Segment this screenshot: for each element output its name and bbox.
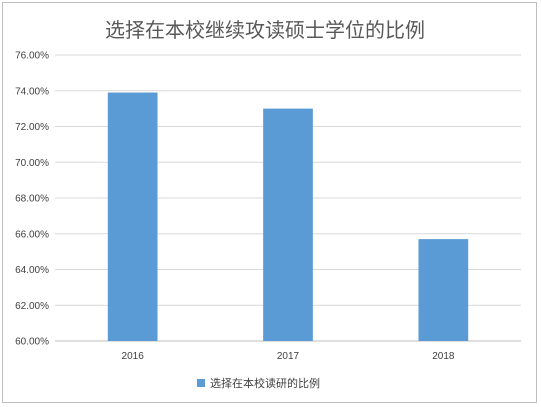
y-tick-label: 62.00% (15, 301, 49, 312)
x-tick-label: 2018 (432, 351, 455, 362)
bar-2018 (418, 239, 469, 341)
chart-title: 选择在本校继续攻读硕士学位的比例 (105, 18, 425, 42)
legend-label: 选择在本校读研的比例 (210, 376, 320, 390)
legend: 选择在本校读研的比例 (197, 376, 320, 390)
x-tick-label: 2016 (122, 351, 145, 362)
y-tick-label: 68.00% (15, 194, 49, 205)
y-tick-label: 66.00% (15, 229, 49, 240)
y-tick-label: 76.00% (15, 51, 49, 62)
x-tick-label: 2017 (277, 351, 300, 362)
y-tick-label: 60.00% (15, 337, 49, 348)
y-tick-label: 64.00% (15, 265, 49, 276)
legend-swatch (197, 379, 205, 387)
bar-2017 (263, 108, 313, 341)
y-tick-label: 70.00% (15, 158, 49, 169)
y-tick-label: 74.00% (15, 86, 49, 97)
y-tick-label: 72.00% (15, 122, 49, 133)
bar-2016 (107, 92, 158, 341)
x-axis-ticks: 2016 2017 2018 (122, 351, 455, 362)
y-axis-ticks: 60.00% 62.00% 64.00% 66.00% 68.00% 70.00% 72.0… (15, 51, 49, 348)
bars (107, 92, 469, 341)
